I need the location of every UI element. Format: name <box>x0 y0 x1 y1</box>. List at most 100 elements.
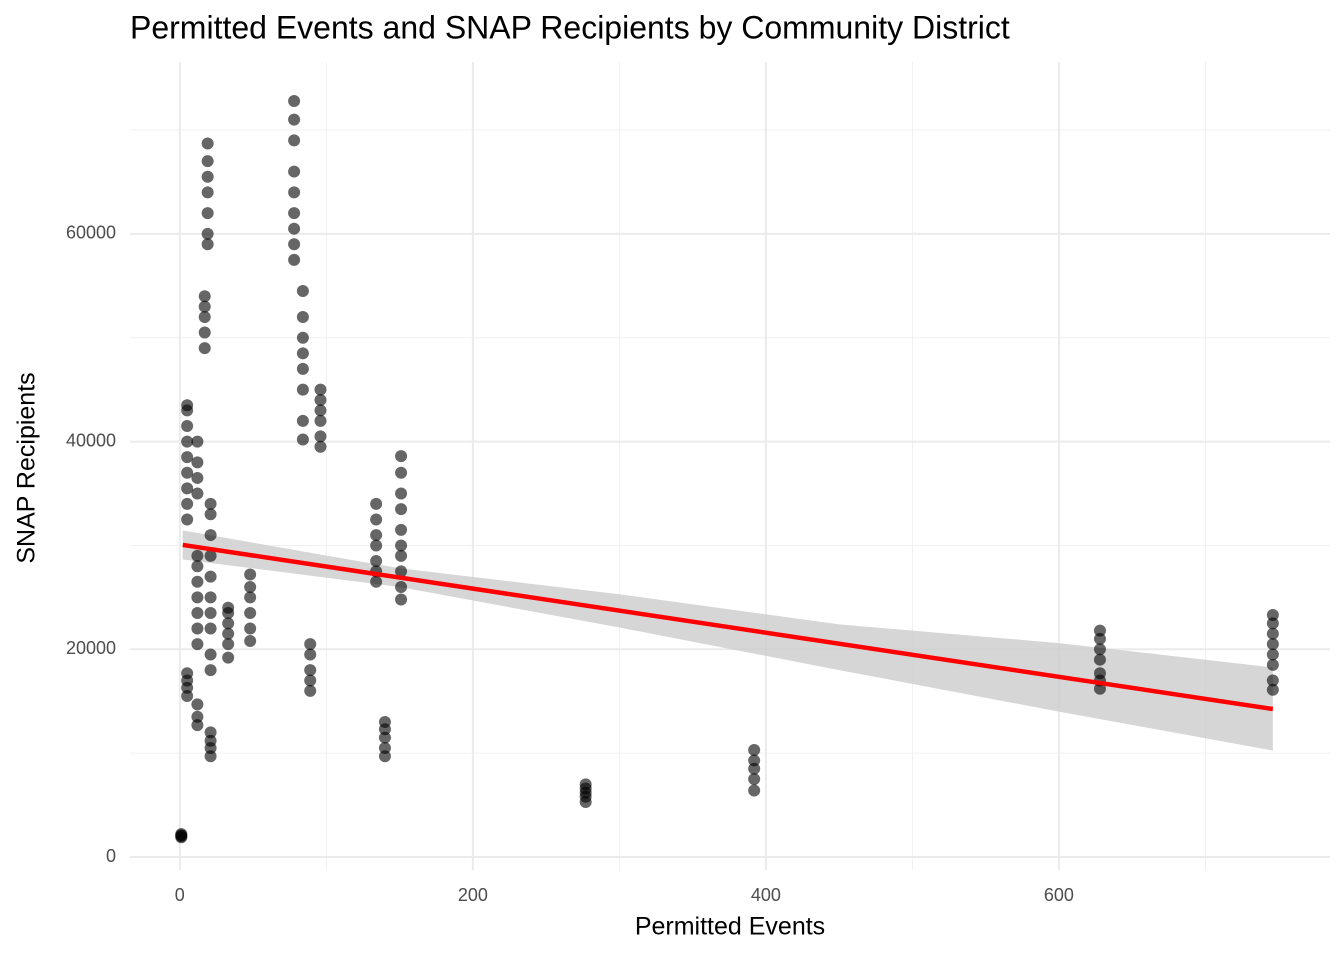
point <box>748 762 761 775</box>
point <box>1093 653 1106 666</box>
point <box>198 326 211 339</box>
point <box>191 471 204 484</box>
point <box>296 433 309 446</box>
point <box>288 238 301 251</box>
point <box>204 497 217 510</box>
x-axis-title: Permitted Events <box>635 913 825 941</box>
point <box>191 435 204 448</box>
point <box>395 523 408 536</box>
point <box>395 503 408 516</box>
point <box>191 560 204 573</box>
point <box>181 513 194 526</box>
regression-line <box>182 542 1274 712</box>
y-tick-label: 60000 <box>66 223 116 243</box>
point <box>204 529 217 542</box>
point <box>296 362 309 375</box>
point <box>304 648 317 661</box>
point <box>201 155 214 168</box>
y-tick-label: 40000 <box>66 430 116 450</box>
point <box>395 487 408 500</box>
point <box>198 342 211 355</box>
point <box>201 186 214 199</box>
point <box>1093 667 1106 680</box>
point <box>370 529 383 542</box>
point <box>204 508 217 521</box>
point <box>304 684 317 697</box>
point <box>244 606 257 619</box>
point <box>395 466 408 479</box>
point <box>198 310 211 323</box>
point <box>244 622 257 635</box>
point <box>370 555 383 568</box>
point <box>1266 648 1279 661</box>
point <box>191 698 204 711</box>
point <box>222 627 235 640</box>
point <box>191 487 204 500</box>
y-tick-label: 0 <box>106 846 116 866</box>
point <box>314 440 327 453</box>
point <box>191 456 204 469</box>
point <box>1093 624 1106 637</box>
point <box>181 667 194 680</box>
chart-title: Permitted Events and SNAP Recipients by … <box>130 9 1010 45</box>
point <box>288 94 301 107</box>
point <box>191 710 204 723</box>
point <box>244 580 257 593</box>
point <box>314 414 327 427</box>
point <box>1266 627 1279 640</box>
point <box>244 568 257 581</box>
point <box>378 716 391 729</box>
point <box>378 731 391 744</box>
point <box>314 430 327 443</box>
point <box>175 831 188 844</box>
point <box>181 690 194 703</box>
point <box>748 784 761 797</box>
point <box>204 606 217 619</box>
point <box>395 580 408 593</box>
point <box>748 744 761 757</box>
point <box>222 601 235 614</box>
point <box>181 497 194 510</box>
point <box>304 638 317 651</box>
point <box>395 539 408 552</box>
x-tick-label: 600 <box>1044 885 1074 905</box>
point <box>314 394 327 407</box>
y-axis-title: SNAP Recipients <box>13 372 41 563</box>
point <box>181 451 194 464</box>
point <box>579 778 592 791</box>
x-tick-label: 200 <box>458 885 488 905</box>
point <box>181 482 194 495</box>
x-tick-label: 0 <box>175 885 185 905</box>
point <box>201 207 214 220</box>
point <box>288 113 301 126</box>
point <box>296 347 309 360</box>
point <box>1266 609 1279 622</box>
point <box>1266 658 1279 671</box>
point <box>204 726 217 739</box>
point <box>181 435 194 448</box>
point <box>370 539 383 552</box>
point <box>288 186 301 199</box>
point <box>296 285 309 298</box>
point <box>1266 683 1279 696</box>
point <box>314 404 327 417</box>
point <box>288 207 301 220</box>
point <box>191 575 204 588</box>
point <box>191 638 204 651</box>
x-tick-label: 400 <box>751 885 781 905</box>
point <box>748 773 761 786</box>
point <box>378 750 391 763</box>
point <box>395 565 408 578</box>
point <box>201 238 214 251</box>
point <box>370 497 383 510</box>
point <box>304 664 317 677</box>
point <box>1266 617 1279 630</box>
point <box>204 648 217 661</box>
point <box>222 638 235 651</box>
point <box>204 622 217 635</box>
point <box>201 170 214 183</box>
point <box>378 741 391 754</box>
point <box>370 513 383 526</box>
